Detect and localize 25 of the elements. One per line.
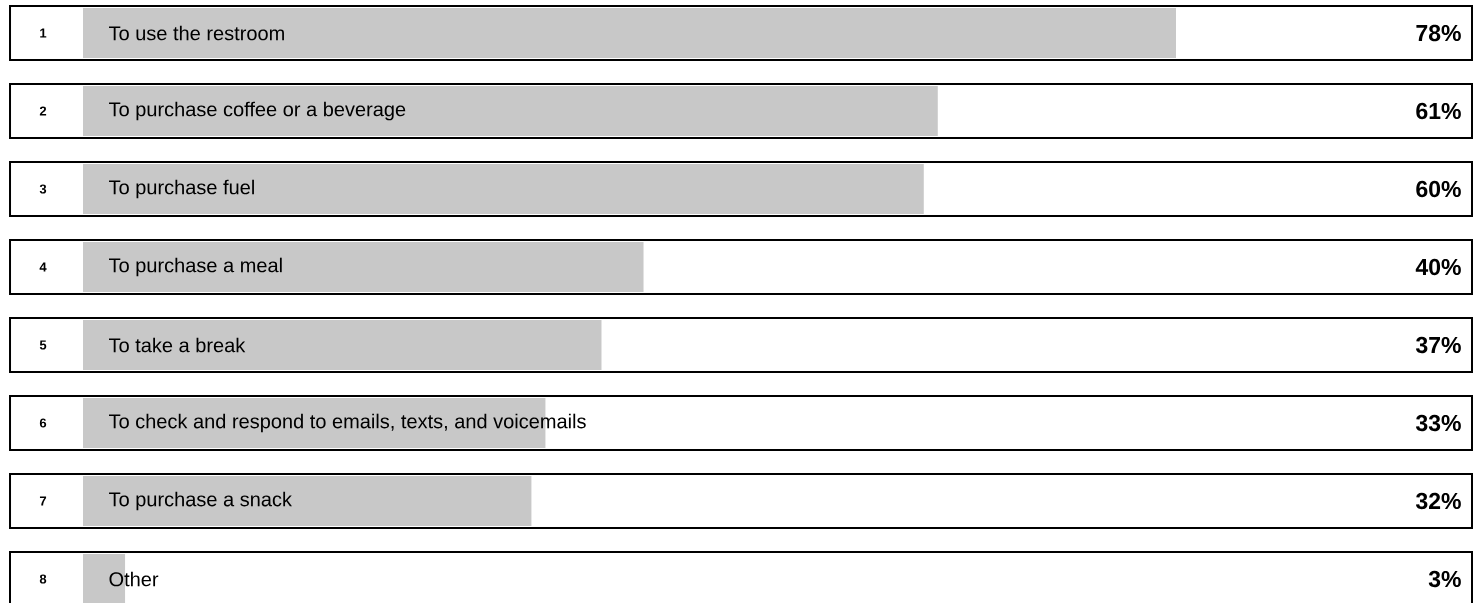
text: 6 (39, 418, 47, 428)
text: 7 (39, 496, 47, 506)
data-label: 40% (1415, 258, 1461, 276)
y-tick-label: To purchase a snack (109, 491, 292, 511)
y-tick-label: To purchase coffee or a beverage (109, 101, 406, 121)
data-label: 37% (1415, 336, 1461, 354)
data-label: 60% (1416, 180, 1461, 198)
y-tick-label: To use the restroom (109, 25, 284, 41)
text: 5 (39, 340, 47, 350)
data-label: 33% (1415, 414, 1461, 432)
y-tick-label: To take a break (109, 337, 246, 353)
data-label: 32% (1415, 492, 1461, 510)
y-tick-label: To check and respond to emails, texts, and voicemails (109, 413, 586, 433)
text: 8 (39, 574, 47, 584)
y-tick-label: Other (109, 571, 159, 587)
data-label: 78% (1416, 24, 1461, 42)
text: 3 (39, 184, 47, 194)
bar (83, 476, 532, 526)
text: 2 (39, 106, 47, 116)
text: 4 (39, 262, 47, 272)
y-tick-label: To purchase fuel (109, 179, 254, 199)
data-label: 3% (1428, 570, 1461, 588)
y-tick-label: To purchase a meal (109, 257, 282, 277)
text: 1 (40, 28, 47, 38)
data-label: 61% (1416, 102, 1461, 120)
